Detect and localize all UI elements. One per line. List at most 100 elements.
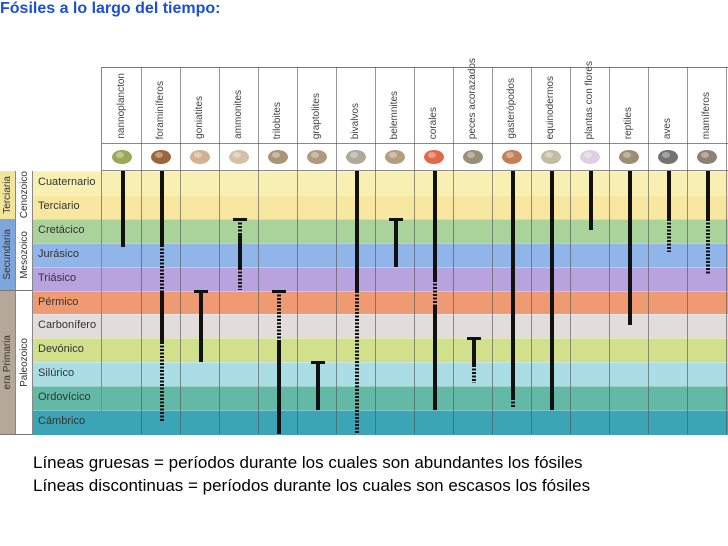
grid-line: [609, 67, 610, 434]
scarce-range-line: [276, 290, 281, 340]
scarce-range-line: [237, 218, 242, 234]
reptile-icon: [618, 147, 640, 165]
column-header: equinodermos: [532, 68, 571, 143]
title-text: Fósiles a lo largo del tiempo:: [0, 0, 221, 17]
column-header: graptolites: [298, 68, 337, 143]
abundant-range-line: [705, 171, 710, 219]
fossil-name: corales: [427, 106, 439, 139]
goniatite-icon: [189, 147, 211, 165]
trilobite-icon: [267, 147, 289, 165]
gastropod-icon: [501, 147, 523, 165]
fossil-name: mamíferos: [700, 91, 712, 139]
abundant-range-line: [471, 338, 476, 365]
column-header: corales: [415, 68, 454, 143]
abundant-range-line: [627, 171, 632, 326]
bivalve-icon: [345, 147, 367, 165]
fossil-name: nannoplancton: [115, 73, 127, 139]
abundant-range-line: [588, 171, 593, 230]
sub-era-cell: Paleozoico: [16, 290, 33, 435]
scarce-range-line: [354, 290, 359, 434]
column-header: mamíferos: [688, 68, 727, 143]
sub-era-label: Mesozoico: [18, 230, 30, 279]
period-row: [32, 338, 728, 364]
scarce-range-line: [159, 341, 164, 422]
abundant-range-line: [198, 290, 203, 363]
period-name: Silúrico: [38, 367, 75, 380]
scarce-range-line: [510, 398, 515, 408]
period-name: Pérmico: [38, 295, 79, 308]
grid-line: [219, 67, 220, 434]
fossil-name: ammonites: [232, 90, 244, 139]
period-name: Ordovícico: [38, 391, 91, 404]
column-header: gasterópodos: [493, 68, 532, 143]
period-name: Jurásico: [38, 247, 79, 260]
period-name: Devónico: [38, 343, 84, 356]
grid-line: [726, 67, 727, 434]
abundant-range-line: [510, 171, 515, 399]
period-row: [32, 410, 728, 435]
grid-line: [258, 67, 259, 434]
caption-dashed-lines: Líneas discontinuas = períodos durante l…: [33, 476, 591, 495]
fossil-name: belemnites: [388, 90, 400, 139]
abundant-range-line: [159, 291, 164, 342]
period-row: [32, 266, 728, 292]
graptolite-icon: [306, 147, 328, 165]
scarce-range-line: [432, 279, 437, 305]
period-name: Cretácico: [38, 223, 85, 236]
grid-line: [297, 67, 298, 434]
period-row: [32, 314, 728, 340]
mammal-icon: [696, 147, 718, 165]
fossil-name: bivalvos: [349, 102, 361, 139]
column-header: reptiles: [610, 68, 649, 143]
sub-era-label: Cenozoico: [18, 171, 30, 219]
era-label: Terciaria: [2, 176, 13, 214]
foraminifera-icon: [150, 147, 172, 165]
era-cell: Terciaria: [0, 171, 16, 220]
nannoplankton-icon: [111, 147, 133, 165]
period-row: [32, 218, 728, 244]
column-header: plantas con flores: [571, 61, 610, 143]
bird-icon: [657, 147, 679, 165]
period-row: [32, 194, 728, 220]
column-header: bivalvos: [337, 68, 376, 143]
abundant-range-line: [276, 339, 281, 434]
grid-line: [414, 67, 415, 434]
grid-line: [141, 67, 142, 434]
column-header: goniatites: [181, 68, 220, 143]
fossil-name: gasterópodos: [505, 78, 517, 139]
fossil-name: aves: [661, 117, 673, 139]
fossil-range-chart: Cuaternario Terciario Cretácico Jurásico Tri…: [0, 58, 728, 435]
abundant-range-line: [666, 171, 671, 219]
grid-line: [375, 67, 376, 434]
column-header: belemnites: [376, 68, 415, 143]
period-name: Carbonífero: [38, 319, 97, 332]
echinoderm-icon: [540, 147, 562, 165]
fossil-name: goniatites: [193, 96, 205, 139]
fossil-name: reptiles: [622, 106, 634, 139]
caption-thick-lines: Líneas gruesas = períodos durante los cu…: [33, 453, 583, 472]
column-header: aves: [649, 68, 688, 143]
scarce-range-line: [705, 218, 710, 275]
column-header: trilobites: [259, 68, 298, 143]
armored-fish-icon: [462, 147, 484, 165]
column-header: nannoplancton: [103, 68, 142, 143]
grid-line: [453, 67, 454, 434]
abundant-range-line: [354, 171, 359, 291]
fossil-name: plantas con flores: [583, 60, 595, 139]
abundant-range-line: [120, 171, 125, 248]
era-cell: Secundaria: [0, 218, 16, 292]
era-label: Secundaria: [2, 229, 13, 280]
grid-line: [180, 67, 181, 434]
abundant-range-line: [393, 218, 398, 267]
abundant-range-line: [315, 362, 320, 410]
grid-line: [648, 67, 649, 434]
sub-era-cell: Cenozoico: [16, 171, 33, 220]
era-label: era Primaria: [2, 334, 13, 390]
period-row: [32, 171, 728, 196]
grid-line: [687, 67, 688, 434]
abundant-range-line: [159, 171, 164, 246]
column-header: foraminíferos: [142, 68, 181, 143]
scarce-range-line: [237, 267, 242, 291]
abundant-range-line: [432, 304, 437, 410]
era-cell: era Primaria: [0, 290, 16, 435]
